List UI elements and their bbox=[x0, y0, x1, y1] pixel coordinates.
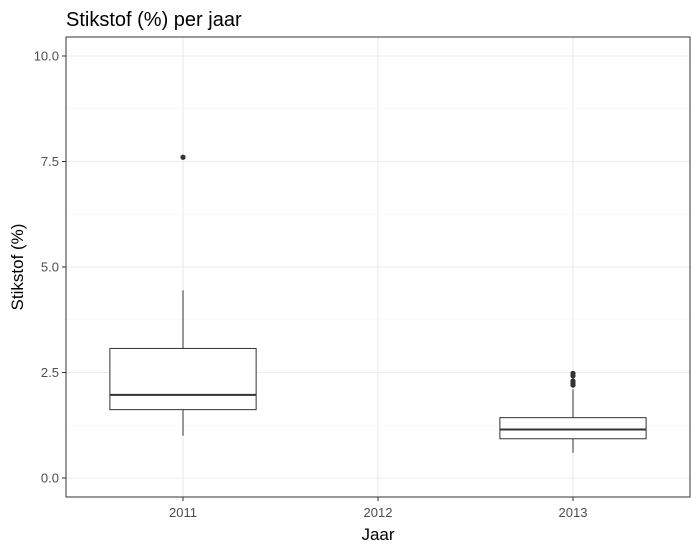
boxplots bbox=[109, 154, 647, 453]
x-tick-label: 2013 bbox=[559, 505, 588, 520]
x-axis-title: Jaar bbox=[361, 525, 394, 544]
chart-title: Stikstof (%) per jaar bbox=[66, 9, 242, 31]
box-iqr bbox=[499, 417, 647, 440]
x-tick-label: 2011 bbox=[169, 505, 197, 520]
y-tick-label: 7.5 bbox=[41, 154, 59, 169]
boxplot-2013 bbox=[499, 370, 647, 453]
outlier-point bbox=[570, 370, 576, 376]
y-tick-label: 10.0 bbox=[34, 48, 59, 63]
y-axis: 0.0 2.5 5.0 7.5 10.0 bbox=[34, 48, 66, 486]
y-tick-label: 5.0 bbox=[41, 260, 59, 275]
x-tick-label: 2012 bbox=[364, 505, 393, 520]
outlier-point bbox=[570, 378, 576, 384]
y-tick-label: 2.5 bbox=[41, 365, 59, 380]
y-tick-label: 0.0 bbox=[41, 471, 59, 486]
boxplot-2011 bbox=[109, 154, 257, 436]
outlier-point bbox=[180, 154, 186, 160]
x-axis: 2011 2012 2013 bbox=[169, 497, 587, 520]
box-iqr bbox=[109, 347, 257, 411]
y-axis-title: Stikstof (%) bbox=[8, 224, 27, 311]
